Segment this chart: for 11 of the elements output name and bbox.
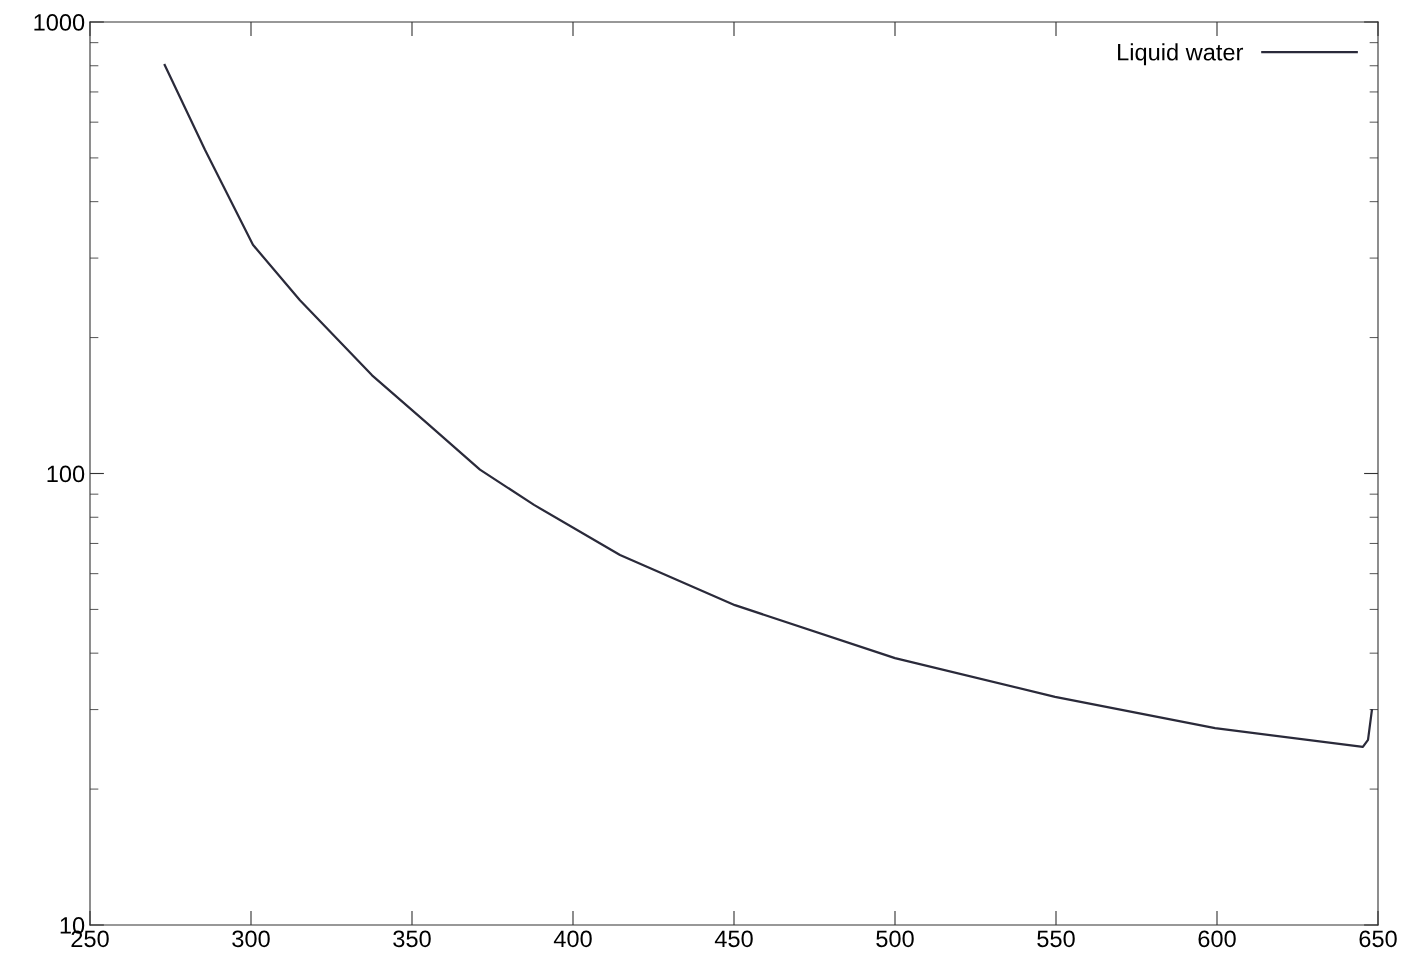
- x-tick-label: 550: [1037, 930, 1075, 948]
- x-tick-label: 450: [714, 930, 753, 948]
- legend-label: Liquid water: [1118, 43, 1244, 66]
- x-tick-label: 350: [393, 930, 431, 948]
- x-tick-label: 300: [232, 930, 270, 948]
- x-tick-label: 650: [1359, 930, 1397, 948]
- x-tick-label: 500: [876, 930, 914, 948]
- y-tick-label: 1000: [34, 14, 85, 31]
- x-tick-label: 400: [553, 930, 592, 948]
- y-tick-label: 100: [47, 465, 85, 483]
- x-tick-label: 600: [1198, 930, 1236, 948]
